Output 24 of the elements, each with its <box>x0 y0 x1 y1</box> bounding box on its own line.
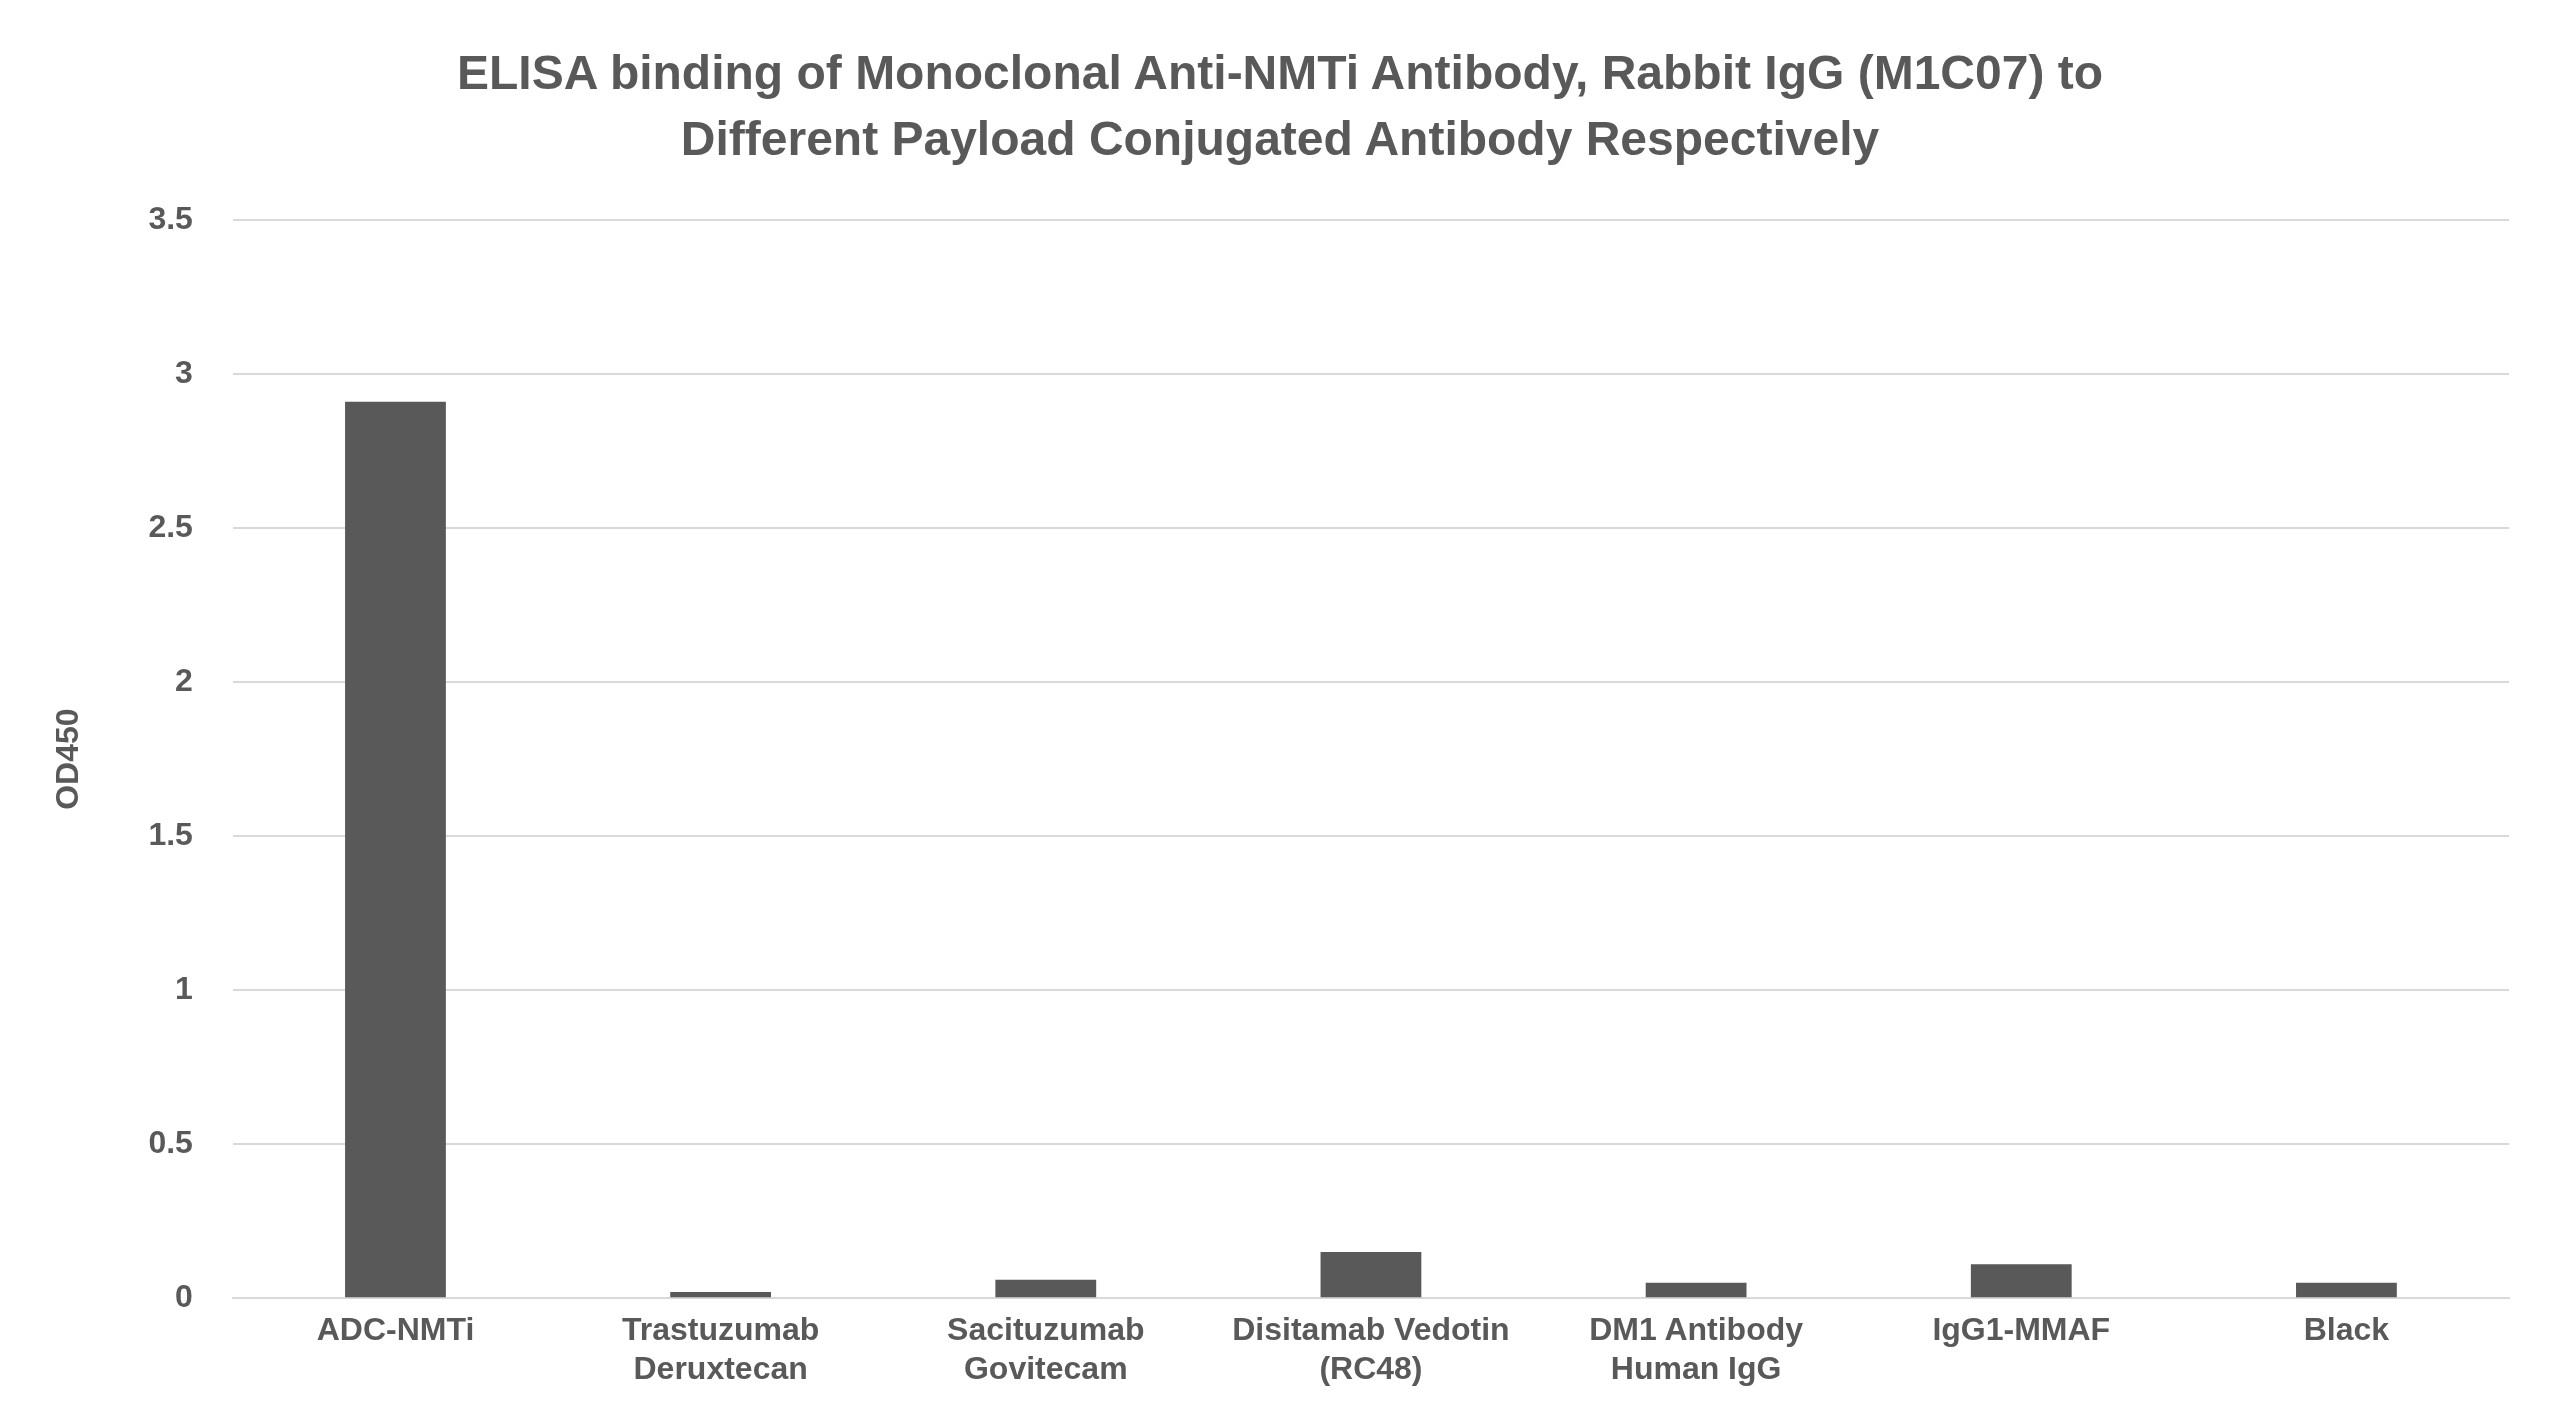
chart-title: ELISA binding of Monoclonal Anti-NMTi Antibody, Rabbit IgG (M1C07) to Different Payload Conjugated Antibody Respectively <box>455 45 2104 167</box>
x-tick-label: DM1 Antibody Human IgG <box>1589 1311 1804 1386</box>
y-tick-label: 2 <box>175 661 193 698</box>
y-tick-label: 3.5 <box>148 199 193 236</box>
bar <box>1970 1264 2072 1298</box>
bar <box>995 1279 1097 1298</box>
x-tick-label: Trastuzumab Deruxtecan <box>621 1311 820 1386</box>
x-tick-label: Disitamab Vedotin (RC48) <box>1232 1311 1510 1386</box>
x-tick-label: Sacituzumab Govitecam <box>947 1311 1145 1386</box>
bar <box>345 401 446 1298</box>
y-tick-label: 0.5 <box>148 1124 193 1160</box>
x-tick-label: ADC-NMTi <box>316 1311 475 1348</box>
bar <box>670 1292 772 1298</box>
y-axis-title: OD450 <box>49 708 86 810</box>
y-tick-label: 2.5 <box>148 507 193 544</box>
y-tick-label: 0 <box>175 1278 193 1315</box>
bar <box>1645 1282 1747 1298</box>
bar <box>2296 1282 2397 1298</box>
x-tick-label: Black <box>2303 1311 2390 1348</box>
y-tick-label: 1 <box>175 969 193 1006</box>
x-tick-label: IgG1-MMAF <box>1932 1311 2111 1348</box>
y-tick-label: 3 <box>175 353 193 390</box>
y-tick-label: 1.5 <box>148 815 193 852</box>
bar <box>1320 1251 1422 1298</box>
